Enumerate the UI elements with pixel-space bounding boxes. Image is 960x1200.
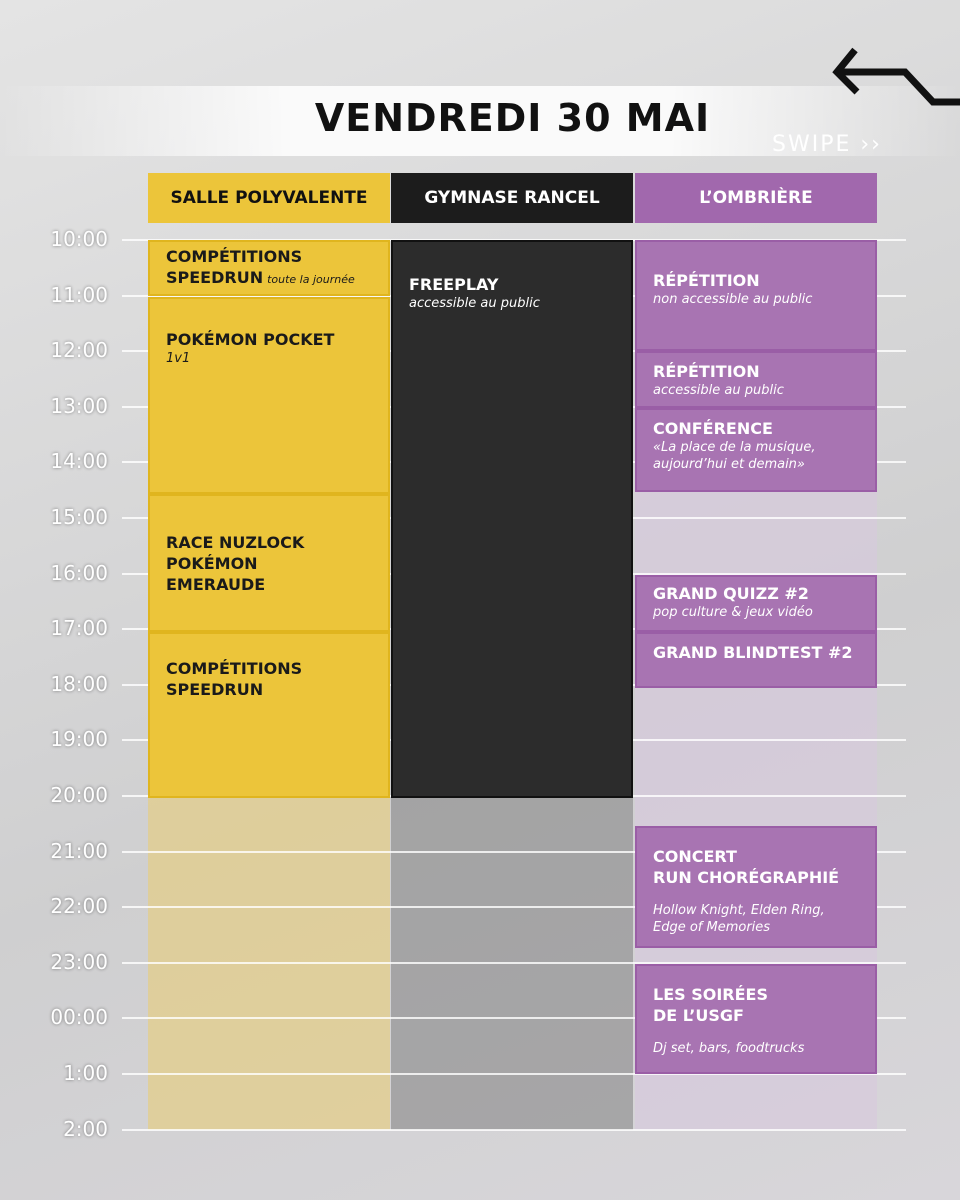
empty-slot bbox=[635, 492, 877, 575]
event-note: 1v1 bbox=[166, 351, 191, 366]
time-label: 19:00 bbox=[50, 727, 108, 752]
event-note: pop culture & jeux vidéo bbox=[653, 605, 813, 620]
back-arrow[interactable] bbox=[825, 40, 960, 115]
time-label: 10:00 bbox=[50, 227, 108, 251]
empty-slot bbox=[635, 688, 877, 826]
hour-line bbox=[122, 1073, 906, 1075]
time-label: 13:00 bbox=[50, 393, 108, 418]
hour-line bbox=[122, 1017, 906, 1020]
event-title: RÉPÉTITION bbox=[653, 271, 760, 290]
title-band bbox=[0, 86, 960, 156]
time-label: 12:00 bbox=[50, 338, 108, 363]
hour-line bbox=[122, 961, 906, 964]
event-note: Hollow Knight, Elden Ring, Edge of Memor… bbox=[653, 903, 825, 935]
time-label: 17:00 bbox=[50, 616, 108, 641]
event-title: POKÉMON POCKET bbox=[166, 330, 335, 349]
event-note: non accessible au public bbox=[653, 292, 813, 307]
time-label: 1:00 bbox=[63, 1061, 108, 1085]
event-title: GRAND QUIZZ #2 bbox=[653, 584, 809, 603]
event-title: COMPÉTITIONS SPEEDRUN bbox=[166, 247, 303, 287]
time-label: 11:00 bbox=[50, 282, 108, 307]
event-block[interactable]: COMPÉTITIONS SPEEDRUN toute la journée bbox=[148, 240, 390, 296]
time-label: 00:00 bbox=[50, 1005, 108, 1030]
event-title: COMPÉTITIONS SPEEDRUN bbox=[166, 659, 303, 699]
time-label: 21:00 bbox=[50, 838, 108, 863]
event-block[interactable]: POKÉMON POCKET 1v1 bbox=[148, 297, 390, 494]
event-note: accessible au public bbox=[409, 296, 540, 311]
event-block[interactable]: CONCERT RUN CHORÉGRAPHIÉ Hollow Knight, E… bbox=[635, 826, 877, 948]
venue-header: L’OMBRIÈRE bbox=[635, 173, 877, 223]
time-label: 18:00 bbox=[50, 671, 108, 696]
hour-line bbox=[122, 906, 906, 909]
event-title: LES SOIRÉES DE L’USGF bbox=[653, 985, 768, 1025]
hour-line bbox=[122, 1128, 906, 1131]
empty-slot bbox=[148, 798, 390, 1130]
hour-line bbox=[122, 850, 906, 853]
event-block[interactable]: COMPÉTITIONS SPEEDRUN bbox=[148, 632, 390, 798]
event-title: GRAND BLINDTEST #2 bbox=[653, 643, 853, 662]
time-label: 22:00 bbox=[50, 894, 108, 919]
empty-slot bbox=[635, 1074, 877, 1130]
empty-slot bbox=[635, 948, 877, 964]
event-note: «La place de la musique, aujourd’hui et … bbox=[653, 440, 816, 472]
title: VENDREDI 30 MAI bbox=[314, 96, 711, 140]
event-title: CONCERT RUN CHORÉGRAPHIÉ bbox=[653, 847, 840, 887]
event-note: Dj set, bars, foodtrucks bbox=[653, 1041, 805, 1056]
event-block[interactable]: FREEPLAY accessible au public bbox=[391, 240, 633, 798]
event-block[interactable]: CONFÉRENCE «La place de la musique, aujou… bbox=[635, 408, 877, 492]
event-note: accessible au public bbox=[653, 383, 784, 398]
event-block[interactable]: GRAND BLINDTEST #2 bbox=[635, 632, 877, 688]
event-note: toute la journée bbox=[267, 273, 355, 286]
event-title: FREEPLAY bbox=[409, 275, 499, 294]
time-label: 15:00 bbox=[50, 505, 108, 529]
time-label: 23:00 bbox=[50, 949, 108, 974]
event-block[interactable]: LES SOIRÉES DE L’USGF Dj set, bars, foodt… bbox=[635, 964, 877, 1074]
event-title: RÉPÉTITION bbox=[653, 362, 760, 381]
event-title: CONFÉRENCE bbox=[653, 419, 773, 438]
time-label: 2:00 bbox=[63, 1116, 108, 1141]
time-label: 16:00 bbox=[50, 560, 108, 585]
time-label: 14:00 bbox=[50, 449, 108, 474]
swipe-hint[interactable]: SWIPE ›› bbox=[772, 132, 882, 157]
venue-header: SALLE POLYVALENTE bbox=[148, 173, 390, 223]
event-title: RACE NUZLOCK POKÉMON EMERAUDE bbox=[166, 533, 305, 594]
event-block[interactable]: GRAND QUIZZ #2 pop culture & jeux vidéo bbox=[635, 575, 877, 632]
empty-slot bbox=[391, 798, 633, 1130]
event-block[interactable]: RACE NUZLOCK POKÉMON EMERAUDE bbox=[148, 494, 390, 632]
time-label: 20:00 bbox=[50, 783, 108, 807]
venue-header: GYMNASE RANCEL bbox=[391, 173, 633, 223]
event-block[interactable]: RÉPÉTITION non accessible au public bbox=[635, 240, 877, 351]
event-block[interactable]: RÉPÉTITION accessible au public bbox=[635, 351, 877, 408]
